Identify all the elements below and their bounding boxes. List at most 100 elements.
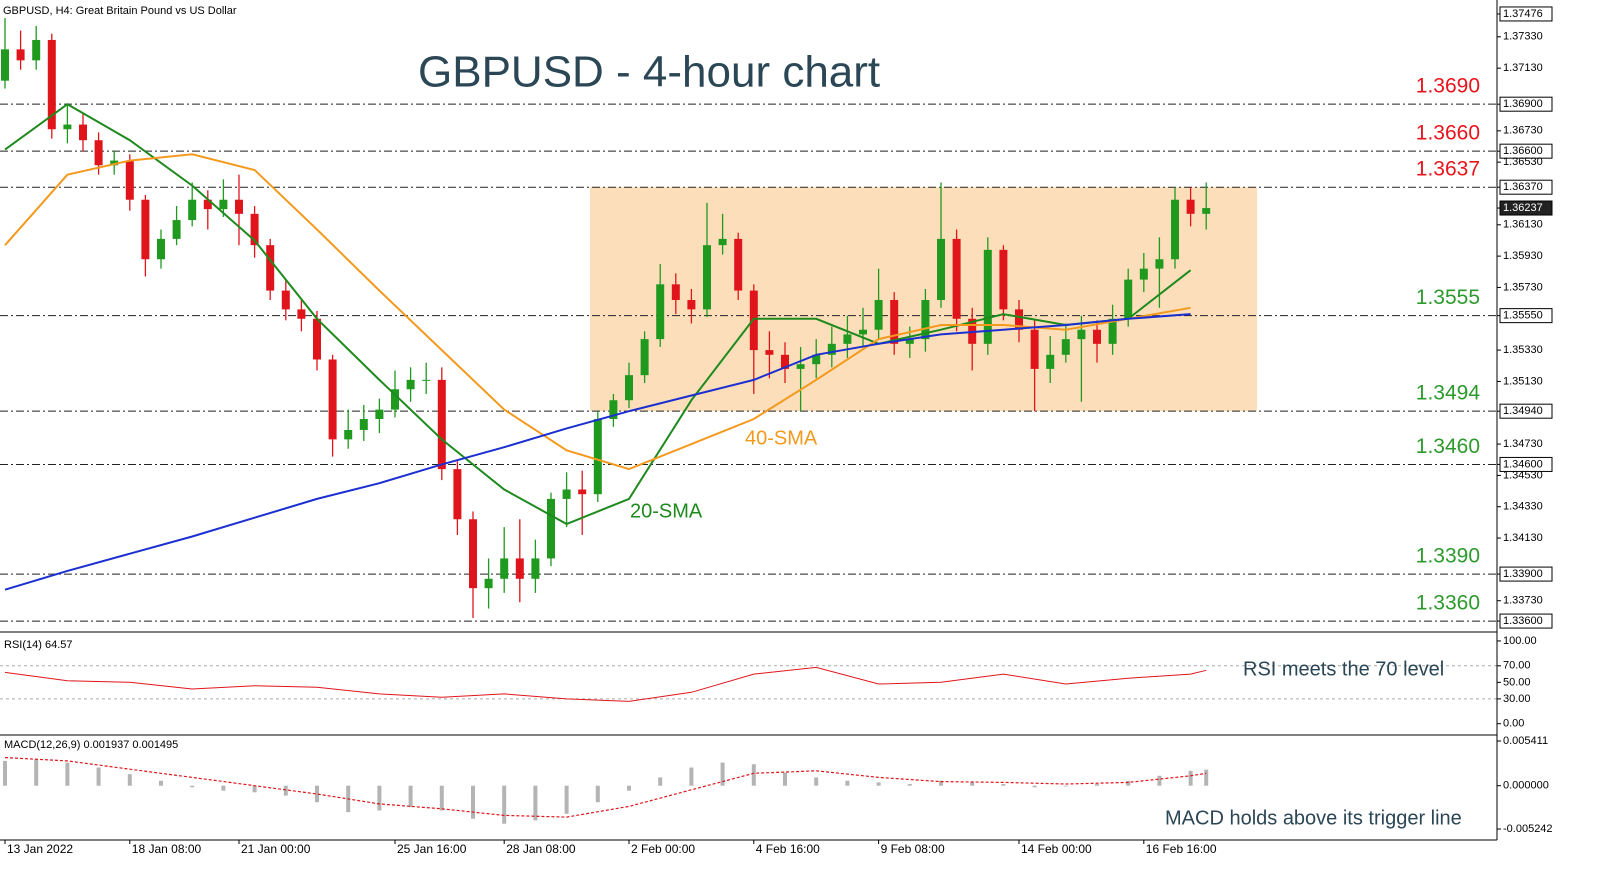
candle-body	[1124, 279, 1133, 319]
y-tick-label: 1.36370	[1503, 181, 1543, 193]
macd-bar	[939, 780, 944, 786]
moving-average	[4, 103, 1192, 526]
macd-bar	[533, 785, 538, 821]
chart-header: GBPUSD, H4: Great Britain Pound vs US Do…	[3, 5, 237, 17]
candle-body	[234, 199, 243, 214]
level-label: 1.3360	[1416, 592, 1480, 615]
candle-body	[890, 299, 899, 344]
y-tick-label: 1.36237	[1503, 202, 1543, 214]
macd-bar	[127, 774, 132, 786]
series-label: 20-SMA	[630, 500, 703, 522]
macd-bar	[408, 785, 413, 808]
candle-body	[1186, 199, 1195, 214]
candle-body	[312, 318, 321, 360]
candle-body	[827, 343, 836, 355]
macd-bar	[1126, 780, 1131, 786]
candle-body	[1077, 329, 1086, 340]
candle-body	[328, 359, 337, 440]
macd-bar	[65, 762, 70, 786]
macd-bar	[1204, 769, 1209, 786]
macd-bar	[34, 759, 39, 786]
x-tick-label: 9 Feb 08:00	[881, 842, 945, 856]
candle-body	[812, 354, 821, 365]
candle-body	[78, 124, 87, 141]
y-tick-label: 1.35930	[1503, 250, 1543, 262]
macd-bar	[595, 785, 600, 803]
candle-body	[172, 220, 181, 239]
range-zone	[590, 187, 1257, 412]
candle-body	[156, 238, 165, 260]
y-tick-label: 1.34330	[1503, 501, 1543, 513]
y-tick-label: 30.00	[1503, 693, 1531, 705]
candle-body	[625, 375, 634, 401]
macd-bar	[1157, 775, 1162, 786]
y-tick-label: 1.37476	[1503, 8, 1543, 20]
y-tick-label: 1.36530	[1503, 156, 1543, 168]
x-tick-label: 2 Feb 00:00	[631, 842, 695, 856]
y-tick-label: 1.37130	[1503, 62, 1543, 74]
macd-bar	[907, 784, 912, 786]
level-label: 1.3637	[1416, 158, 1480, 181]
macd-bar	[190, 785, 195, 788]
price-box	[1499, 308, 1553, 324]
candle-body	[640, 339, 649, 376]
macd-bar	[814, 777, 819, 786]
candle-body	[859, 329, 868, 335]
candle-body	[375, 409, 384, 420]
candle-body	[952, 238, 961, 319]
candle-body	[390, 389, 399, 410]
y-tick-label: 1.34940	[1503, 405, 1543, 417]
y-tick-label: 50.00	[1503, 676, 1531, 688]
macd-bar	[96, 767, 101, 786]
plot-layer: 1.3690 1.3660 1.3637 1.3555 1.3494 1.3460 1.33…	[0, 18, 1497, 824]
candle-body	[1155, 259, 1164, 269]
candle-body	[1015, 309, 1024, 330]
level-label: 1.3390	[1416, 545, 1480, 568]
candle-body	[656, 284, 665, 340]
candle-body	[781, 354, 790, 369]
candle-body	[141, 199, 150, 260]
macd-bar	[1188, 770, 1193, 786]
candle-body	[500, 558, 509, 579]
y-tick-label: 1.33900	[1503, 568, 1543, 580]
candle-body	[406, 379, 415, 390]
x-tick-label: 16 Feb 16:00	[1146, 842, 1217, 856]
price-box	[1499, 96, 1553, 112]
chart-title: GBPUSD - 4-hour chart	[418, 48, 880, 97]
macd-bar	[283, 785, 288, 796]
macd-bar	[627, 785, 632, 791]
candle-body	[344, 429, 353, 440]
macd-bar	[876, 782, 881, 786]
y-tick-label: 100.00	[1503, 635, 1537, 647]
candle-body	[1202, 208, 1211, 214]
candle-body	[1030, 329, 1039, 369]
price-box	[1499, 179, 1553, 195]
macd-bar	[2, 760, 7, 786]
y-tick-label: 1.35550	[1503, 310, 1543, 322]
series-label: 40-SMA	[745, 427, 818, 449]
price-box	[1499, 6, 1553, 22]
macd-bar	[377, 785, 382, 811]
y-tick-label: -0.005242	[1503, 823, 1553, 835]
x-tick-label: 4 Feb 16:00	[756, 842, 820, 856]
candle-body	[203, 199, 212, 210]
candle-body	[937, 238, 946, 300]
level-label: 1.3690	[1416, 75, 1480, 98]
y-tick-label: 70.00	[1503, 660, 1531, 672]
candle-body	[874, 299, 883, 330]
candle-body	[484, 578, 493, 589]
macd-bar	[783, 772, 788, 786]
candle-body	[266, 245, 275, 291]
candle-body	[983, 249, 992, 344]
candle-body	[765, 350, 774, 355]
macd-bar	[970, 782, 975, 786]
macd-bar	[564, 785, 569, 814]
macd-bar	[658, 777, 663, 786]
macd-bar	[751, 764, 756, 786]
candle-body	[515, 558, 524, 579]
candle-body	[593, 419, 602, 495]
candle-body	[796, 364, 805, 369]
y-tick-label: 1.33600	[1503, 615, 1543, 627]
candle-body	[188, 199, 197, 221]
